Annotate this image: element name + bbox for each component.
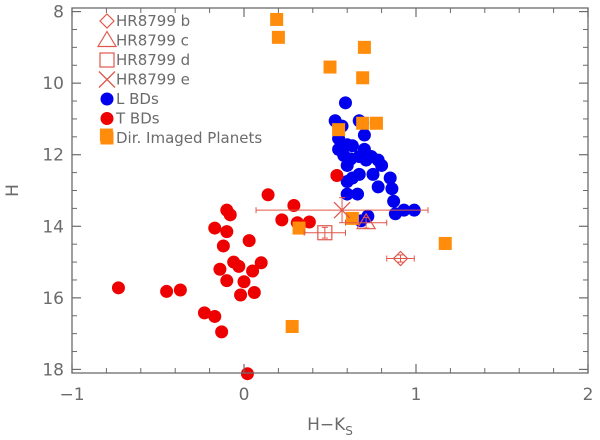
legend-label-l-bds: L BDs [116, 90, 159, 108]
legend-label-hr8799-c: HR8799 c [116, 32, 189, 50]
legend-label-dir-imaged-planets: Dir. Imaged Planets [116, 129, 262, 147]
dir-imaged-planets-point [356, 116, 370, 130]
t-bds-point [240, 367, 254, 381]
legend-symbol-hr8799-b [99, 13, 115, 29]
legend-symbol-l-bds [100, 92, 114, 106]
t-bds-point [247, 285, 261, 299]
t-bds-point [220, 225, 234, 239]
l-bds-point [352, 167, 366, 181]
l-bds-point [351, 187, 365, 201]
hr8799-e-point [333, 201, 351, 219]
y-tick-label: 16 [42, 289, 64, 309]
l-bds-point [371, 180, 385, 194]
y-tick-label: 10 [42, 74, 64, 94]
legend-label-hr8799-d: HR8799 d [116, 51, 190, 69]
t-bds-point [261, 188, 275, 202]
y-tick-label: 8 [53, 3, 64, 23]
t-bds-point [223, 208, 237, 222]
y-axis-title: H [3, 184, 23, 197]
t-bds-point [208, 309, 222, 323]
x-axis-title: H−KS [307, 415, 353, 438]
y-tick-label: 12 [42, 146, 64, 166]
t-bds-point [234, 288, 248, 302]
legend-symbol-dir-imaged-planets [100, 131, 114, 145]
l-bds-point [345, 139, 359, 153]
t-bds-point [242, 234, 256, 248]
t-bds-point [216, 239, 230, 253]
dir-imaged-planets-point [270, 12, 284, 26]
dir-imaged-planets-point [323, 60, 337, 74]
t-bds-point [111, 281, 125, 295]
t-bds-point [254, 256, 268, 270]
t-bds-point [173, 283, 187, 297]
legend-symbol-hr8799-e [98, 71, 116, 88]
legend-label-t-bds: T BDs [115, 110, 160, 128]
t-bds-point [220, 274, 234, 288]
l-bds-point [357, 128, 371, 142]
dir-imaged-planets-point [369, 116, 383, 130]
l-bds-point [340, 175, 354, 189]
legend-symbol-hr8799-d [99, 52, 115, 68]
dir-imaged-planets-point [332, 123, 346, 137]
t-bds-point [197, 306, 211, 320]
dir-imaged-planets-point [271, 30, 285, 44]
t-bds-point [208, 221, 222, 235]
l-bds-point [383, 171, 397, 185]
l-bds-point [366, 167, 380, 181]
dir-imaged-planets-point [438, 236, 452, 250]
dir-imaged-planets-point [285, 319, 299, 333]
hr8799-b-point [392, 250, 409, 267]
x-tick-label: −1 [59, 385, 84, 405]
t-bds-point [215, 325, 229, 339]
dir-imaged-planets-point [292, 221, 306, 235]
l-bds-point [340, 158, 354, 172]
t-bds-point [246, 264, 260, 278]
legend-label-hr8799-b: HR8799 b [116, 12, 190, 30]
t-bds-point [302, 215, 316, 229]
y-tick-label: 18 [42, 360, 64, 380]
t-bds-point [213, 262, 227, 276]
t-bds-point [287, 199, 301, 213]
x-tick-label: 1 [411, 385, 422, 405]
t-bds-point [237, 275, 251, 289]
t-bds-point [330, 168, 344, 182]
legend-label-hr8799-e: HR8799 e [116, 71, 190, 89]
dir-imaged-planets-point [356, 71, 370, 85]
hr8799-c-point [356, 212, 377, 230]
l-bds-point [375, 158, 389, 172]
hr8799-d-point [317, 225, 333, 241]
t-bds-point [275, 213, 289, 227]
hr8799-error-bars [255, 197, 429, 267]
dir-imaged-planets-point [357, 40, 371, 54]
l-bds-point [385, 182, 399, 196]
l-bds-point [387, 194, 401, 208]
legend-symbol-t-bds [100, 112, 114, 125]
data-marks [99, 12, 452, 381]
legend-symbol-hr8799-c [96, 30, 118, 48]
t-bds-point [232, 259, 246, 273]
dir-imaged-planets-point [345, 211, 359, 225]
t-bds-point [160, 284, 174, 298]
l-bds-point [338, 96, 352, 110]
x-tick-label: 2 [583, 385, 594, 405]
x-tick-label: 0 [239, 385, 250, 405]
y-tick-label: 14 [42, 217, 64, 237]
